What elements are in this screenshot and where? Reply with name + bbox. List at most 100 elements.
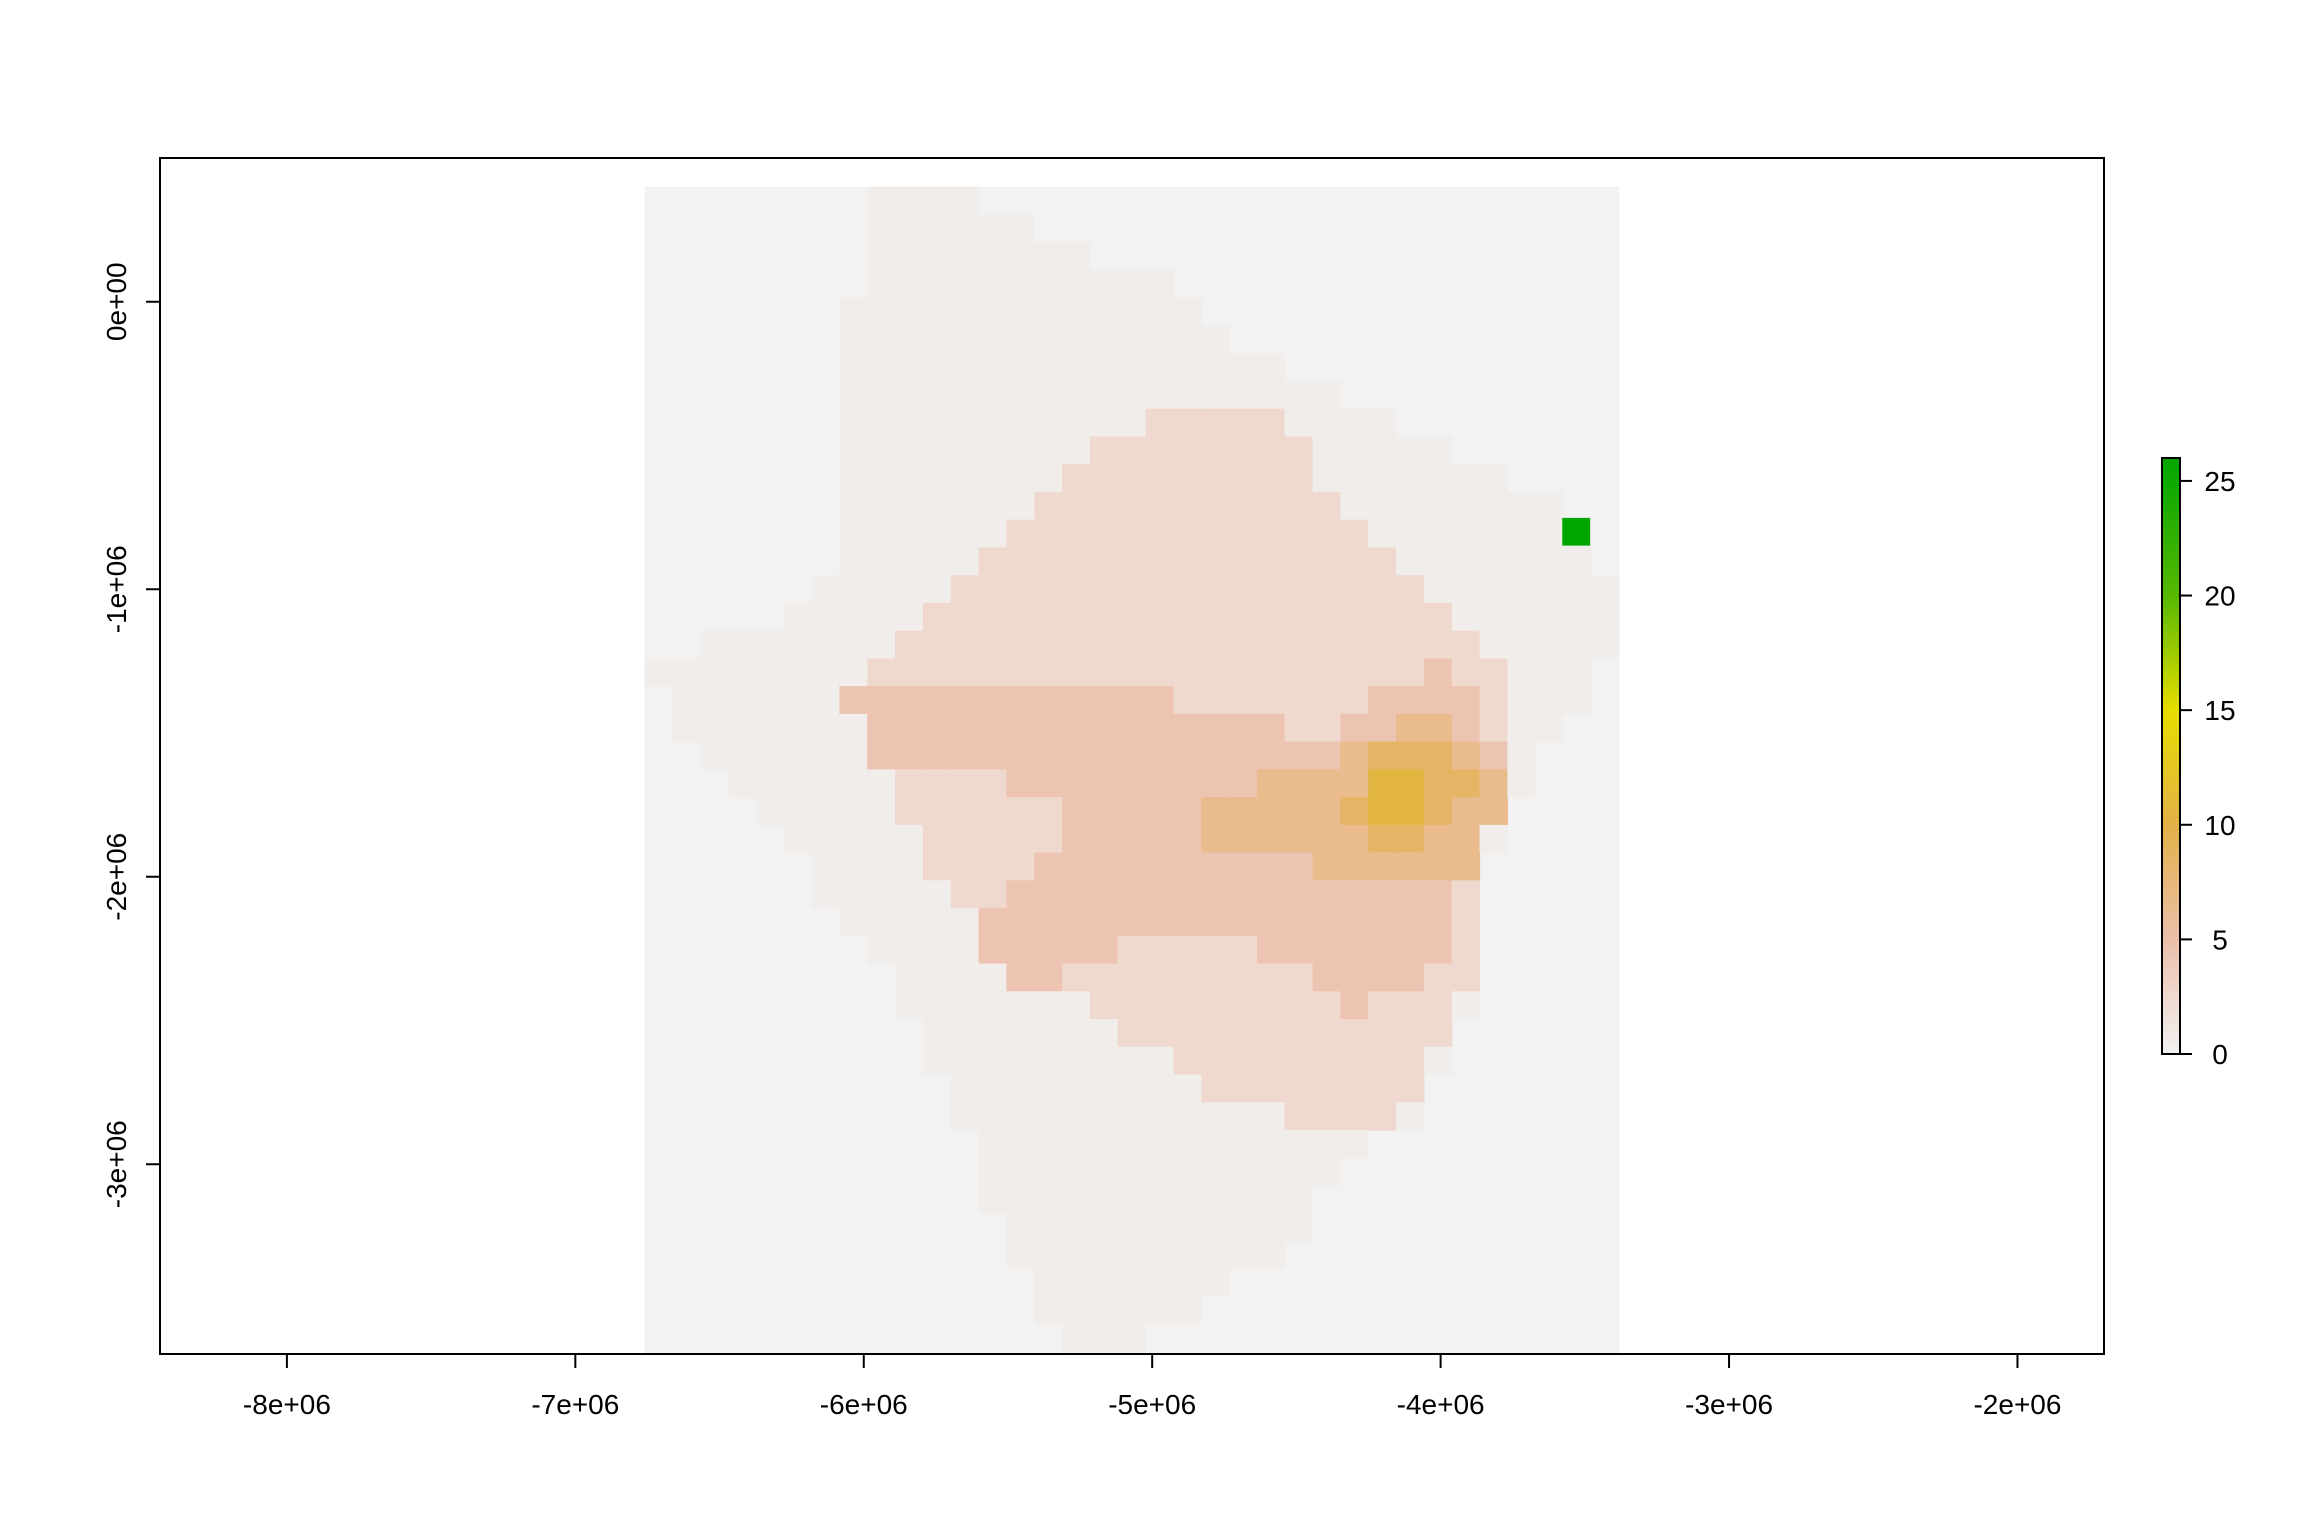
raster-cell [1117,575,1147,604]
raster-cell [1145,797,1174,826]
raster-cell [1229,880,1258,909]
raster-cell [1423,436,1453,465]
raster-cell [1256,1213,1286,1242]
raster-cell [839,519,868,549]
raster-cell [1284,380,1314,410]
raster-cell [1340,935,1369,965]
raster-cell [978,991,1007,1020]
raster-cell [1089,1296,1119,1325]
raster-cell [1034,297,1063,327]
raster-cell [1368,797,1397,826]
raster-cell [1312,686,1341,715]
raster-cell [1034,547,1063,576]
raster-cell [1368,1074,1397,1103]
raster-cell [1368,908,1397,937]
raster-cell [895,436,924,465]
raster-cell [1006,491,1035,521]
raster-cell [1256,769,1286,798]
raster-cell [895,380,924,410]
raster-cell [1062,1296,1091,1325]
raster-cell [1173,602,1202,632]
x-tick-label: -6e+06 [820,1389,908,1420]
legend-tick-label: 0 [2212,1039,2228,1070]
raster-cell [1229,1019,1258,1048]
raster-cell [922,769,952,798]
raster-cell [1312,380,1341,410]
raster-cell [1145,1157,1174,1187]
raster-cell [950,686,980,715]
raster-cell [1006,353,1035,382]
raster-cell [1229,1241,1258,1270]
raster-cell [1423,575,1453,604]
raster-cell [1089,464,1119,493]
raster-cell [1201,325,1230,354]
raster-cell [1006,1019,1035,1048]
raster-cell [811,713,840,743]
raster-cell [1173,991,1202,1020]
raster-cell [1145,353,1174,382]
raster-cell [839,658,868,687]
raster-cell [867,575,896,604]
raster-cell [1284,408,1314,438]
raster-cell [1117,602,1147,632]
raster-cell [1201,491,1230,521]
raster-cell [978,797,1007,826]
y-tick-label: -3e+06 [101,1120,132,1208]
raster-cell [867,214,896,243]
raster-cell [1145,1241,1174,1270]
raster-cell [895,935,924,965]
raster-cell [867,852,896,881]
raster-cell [1507,769,1536,798]
raster-cell [1368,1046,1397,1076]
raster-cell [1062,908,1091,937]
raster-cell [950,602,980,632]
raster-cell [950,797,980,826]
raster-cell [867,908,896,937]
raster-cell [1006,1213,1035,1242]
raster-cell [1229,991,1258,1020]
raster-cell [1117,353,1147,382]
raster-cell [895,963,924,992]
raster-cell [1145,1268,1174,1298]
raster-cell [1563,602,1592,632]
raster-cell [1312,713,1341,743]
raster-cell [1062,935,1091,965]
raster-cell [1590,602,1620,632]
raster-cell [978,1157,1007,1187]
raster-cell [922,214,952,243]
raster-cell [1340,824,1369,854]
raster-cell [1117,963,1147,992]
raster-cell [1089,547,1119,576]
raster-cell [1034,713,1063,743]
raster-cell [1423,547,1453,576]
raster-cell [1423,880,1453,909]
raster-cell [1312,1102,1341,1131]
raster-cell [1145,269,1174,299]
raster-cell [1340,908,1369,937]
raster-cell [978,741,1007,770]
raster-cell [1340,686,1369,715]
raster-cell [978,935,1007,965]
raster-cell [1256,741,1286,770]
raster-cell [811,658,840,687]
raster-cell [1089,269,1119,299]
raster-cell [867,408,896,438]
raster-cell [1312,408,1341,438]
raster-cell [755,713,785,743]
raster-cell [1284,686,1314,715]
raster-cell [1312,741,1341,770]
raster-cell [1117,380,1147,410]
raster-cell [978,519,1007,549]
raster-cell [1229,769,1258,798]
raster-cell [1451,630,1481,659]
raster-cell [1062,963,1091,992]
raster-cell [1368,991,1397,1020]
raster-cell [867,602,896,632]
raster-cell [1034,353,1063,382]
raster-cell [950,1019,980,1048]
raster-cell [1256,1185,1286,1214]
raster-cell [1284,1019,1314,1048]
raster-cell [1340,436,1369,465]
raster-cell [1535,713,1564,743]
raster-cell [1284,1157,1314,1187]
